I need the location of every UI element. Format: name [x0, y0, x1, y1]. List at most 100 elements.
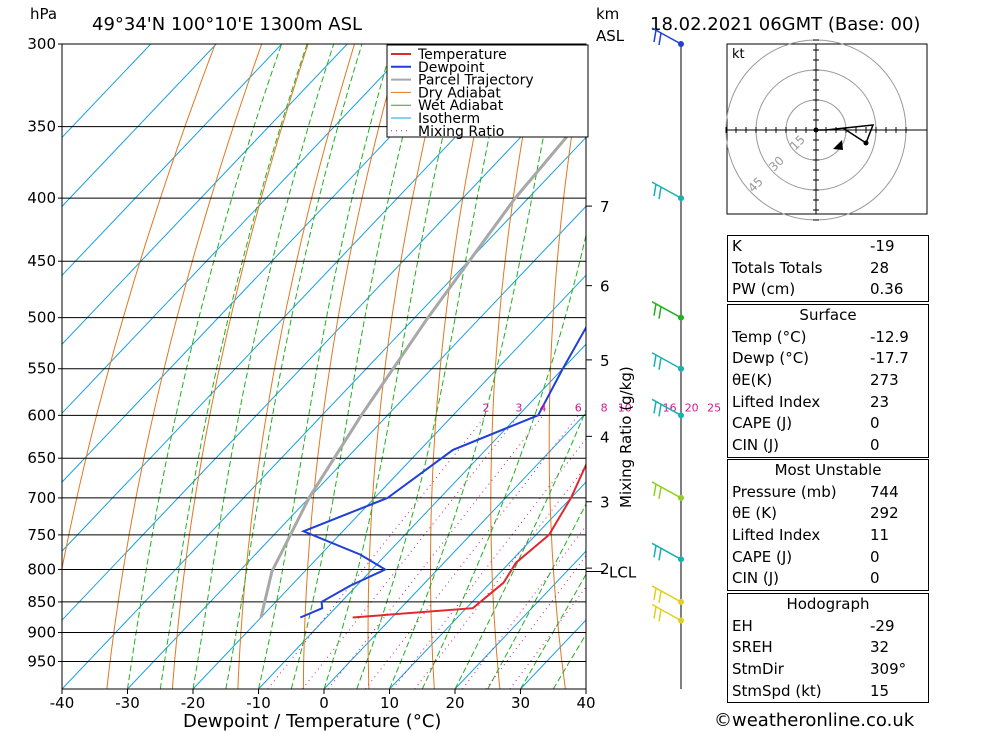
table-row: StmSpd (kt) 15: [728, 681, 928, 703]
pressure-tick-label: 850: [27, 593, 56, 611]
wind-barb-flag: [658, 609, 662, 622]
height-tick-label: 2: [600, 560, 610, 578]
most-unstable-table: Most Unstable Pressure (mb) 744 θE (K) 292 L…: [727, 459, 929, 592]
table-row: PW (cm) 0.36: [728, 279, 928, 301]
isotherm-line: [62, 44, 414, 414]
wind-barb-flag: [653, 587, 657, 601]
wind-barb-dot: [678, 556, 684, 563]
wind-barb-dot: [678, 617, 684, 624]
wind-barb-flag: [658, 186, 662, 200]
wind-barb: [651, 398, 682, 416]
temperature-tick-label: 0: [319, 694, 329, 712]
row-value: 32: [870, 638, 890, 657]
wind-barb: [651, 542, 682, 560]
mixing-ratio-line: [509, 586, 586, 689]
pressure-tick-label: 550: [27, 360, 56, 378]
mixing-ratio-tick-label: 20: [685, 401, 699, 414]
mixing-ratio-line: [327, 415, 544, 689]
row-value: 292: [870, 504, 899, 523]
height-unit-asl: ASL: [596, 27, 625, 45]
height-tick-label: 4: [600, 428, 610, 446]
legend-entry: Dry Adiabat: [418, 85, 501, 101]
table-row: Totals Totals 28: [728, 258, 928, 280]
row-label: θE(K): [732, 371, 773, 390]
mixing-ratio-tick-label: 8: [601, 401, 608, 414]
row-value: 28: [870, 258, 890, 277]
row-label: CAPE (J): [732, 547, 793, 566]
copyright-footer[interactable]: ©weatheronline.co.uk: [714, 710, 915, 731]
stability-indices-table: K -19 Totals Totals 28 PW (cm) 0.36: [727, 235, 929, 303]
mixing-ratio-line: [302, 415, 520, 689]
dry-adiabat-line: [490, 44, 541, 689]
dry-adiabat-line: [367, 44, 448, 689]
wet-adiabat-line: [225, 44, 363, 689]
temperature-axis: -40 -30 -20 -10 0 10 20 30 40: [50, 689, 596, 712]
height-tick-label: 3: [600, 494, 610, 512]
mixing-ratio-line: [364, 415, 579, 689]
pressure-tick-label: 350: [27, 118, 56, 136]
isotherm-line: [454, 550, 586, 689]
row-label: Dewp (°C): [732, 349, 810, 368]
row-value: 23: [870, 392, 890, 411]
row-value: -17.7: [870, 349, 909, 368]
table-row: K -19: [728, 236, 928, 258]
wind-barb: [651, 481, 682, 499]
mixing-ratio-tick-label: 4: [539, 401, 546, 414]
surface-table: Surface Temp (°C) -12.9 Dewp (°C) -17.7 θE(K…: [727, 304, 929, 458]
pressure-tick-label: 800: [27, 560, 56, 578]
wet-adiabat-line: [421, 233, 586, 689]
wind-barb: [651, 603, 682, 622]
temperature-tick-label: 20: [445, 694, 464, 712]
height-unit-label: km: [596, 5, 619, 23]
mixing-ratio-tick-label: 6: [575, 401, 582, 414]
table-row: SREH 32: [728, 637, 928, 659]
row-value: -19: [870, 237, 895, 255]
row-value: 744: [870, 482, 899, 501]
surface-title: Surface: [799, 306, 857, 324]
temperature-tick-label: -40: [50, 694, 75, 712]
row-value: 0: [870, 569, 880, 588]
row-label: StmSpd (kt): [732, 681, 822, 700]
wet-adiabat-line: [356, 44, 510, 689]
row-value: 273: [870, 371, 899, 390]
wind-barb-flag: [658, 357, 662, 370]
legend-entry: Mixing Ratio: [418, 124, 504, 140]
height-tick-label: 7: [600, 198, 610, 216]
row-value: 309°: [870, 660, 907, 679]
x-axis-title: Dewpoint / Temperature (°C): [183, 711, 441, 732]
series-temperature: [352, 462, 586, 619]
legend-entry: Isotherm: [418, 111, 480, 127]
temperature-tick-label: 10: [380, 694, 399, 712]
series-parcel-trajectory: [259, 111, 586, 618]
mixing-ratio-tick-label: 10: [618, 401, 632, 414]
wind-barb-dot: [678, 598, 684, 605]
table-row: EH -29: [728, 616, 928, 638]
wind-barb-flag: [653, 401, 657, 414]
pressure-tick-label: 300: [27, 35, 56, 53]
table-row: Pressure (mb) 744: [728, 482, 928, 504]
hodograph-point: [813, 127, 819, 133]
mixing-ratio-tick-label: 3: [515, 401, 522, 414]
wind-barb: [651, 301, 682, 319]
row-label: EH: [732, 616, 753, 635]
row-value: 0.36: [870, 280, 904, 299]
isotherm-line: [127, 205, 586, 689]
temperature-tick-label: 40: [576, 694, 595, 712]
row-label: θE (K): [732, 504, 777, 523]
wind-barb-flag: [658, 32, 662, 46]
pressure-tick-label: 450: [27, 252, 56, 270]
mixing-ratio-line: [392, 437, 586, 689]
wind-barb-flag: [658, 486, 662, 500]
wet-adiabat-line: [520, 573, 586, 689]
wind-barb-flag: [658, 306, 662, 319]
wet-adiabat-line: [127, 44, 283, 689]
isotherm-line: [192, 274, 586, 689]
dry-adiabat-line: [958, 44, 1000, 689]
isotherm-line: [62, 44, 545, 552]
table-row: Lifted Index 11: [728, 525, 928, 547]
table-row: θE(K) 273: [728, 370, 928, 392]
wind-barb-flag: [653, 354, 657, 367]
wind-barb-dot: [678, 494, 684, 501]
